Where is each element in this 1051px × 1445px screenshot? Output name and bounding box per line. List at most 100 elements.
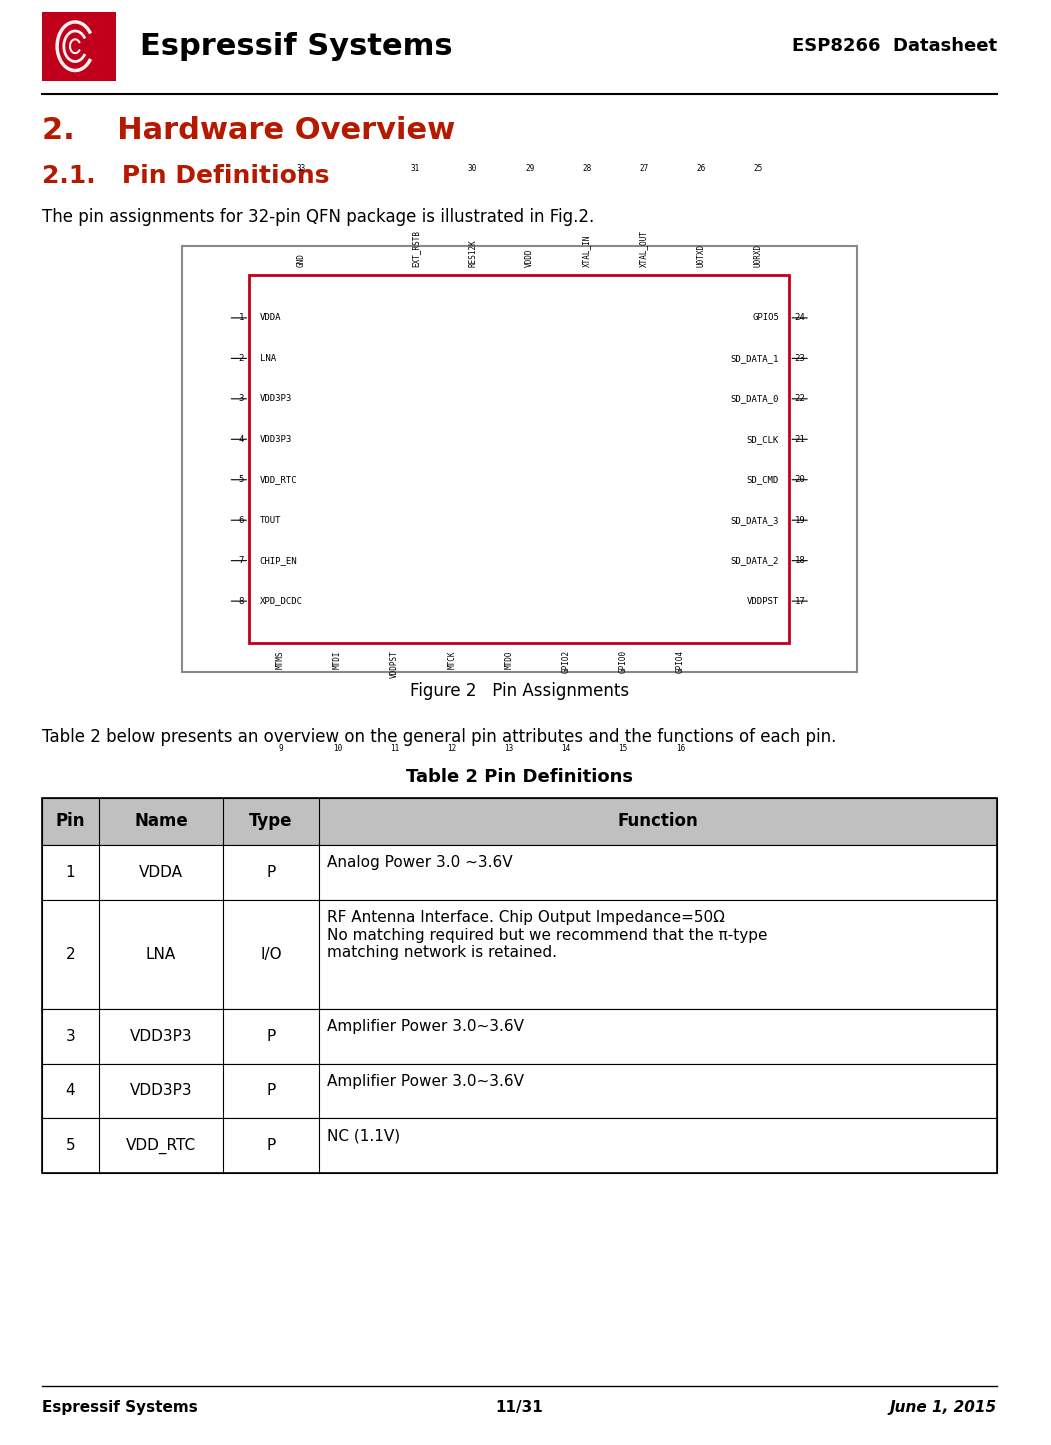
Text: VDDPST: VDDPST	[390, 650, 399, 678]
Text: 20: 20	[795, 475, 805, 484]
Text: Name: Name	[135, 812, 188, 831]
FancyBboxPatch shape	[42, 798, 997, 845]
Text: XTAL_OUT: XTAL_OUT	[639, 230, 648, 267]
Text: 7: 7	[239, 556, 244, 565]
Text: Figure 2   Pin Assignments: Figure 2 Pin Assignments	[410, 682, 628, 699]
Text: SD_DATA_3: SD_DATA_3	[730, 516, 779, 525]
Text: 4: 4	[65, 1084, 75, 1098]
Text: 1: 1	[65, 866, 75, 880]
Text: VDD3P3: VDD3P3	[129, 1084, 192, 1098]
FancyBboxPatch shape	[182, 246, 857, 672]
Text: GPIO0: GPIO0	[619, 650, 627, 673]
Text: GPIO5: GPIO5	[753, 314, 779, 322]
Text: 24: 24	[795, 314, 805, 322]
Text: 25: 25	[754, 165, 763, 173]
FancyBboxPatch shape	[249, 275, 789, 643]
Text: GPIO4: GPIO4	[676, 650, 685, 673]
Text: 15: 15	[619, 744, 627, 753]
Text: LNA: LNA	[260, 354, 275, 363]
Text: 26: 26	[697, 165, 705, 173]
Text: 13: 13	[504, 744, 514, 753]
Text: CHIP_EN: CHIP_EN	[260, 556, 297, 565]
Text: GPIO2: GPIO2	[561, 650, 571, 673]
Text: Amplifier Power 3.0~3.6V: Amplifier Power 3.0~3.6V	[327, 1074, 524, 1088]
Text: 16: 16	[676, 744, 685, 753]
Text: The pin assignments for 32-pin QFN package is illustrated in Fig.2.: The pin assignments for 32-pin QFN packa…	[42, 208, 594, 225]
Text: U0TXD: U0TXD	[697, 244, 705, 267]
Text: 29: 29	[526, 165, 534, 173]
FancyBboxPatch shape	[42, 1009, 997, 1064]
Text: NC (1.1V): NC (1.1V)	[327, 1129, 400, 1143]
Text: 8: 8	[239, 597, 244, 605]
Text: SD_DATA_2: SD_DATA_2	[730, 556, 779, 565]
Text: 31: 31	[411, 165, 420, 173]
Text: Espressif Systems: Espressif Systems	[140, 32, 453, 61]
Text: 1: 1	[239, 314, 244, 322]
Text: MTDO: MTDO	[504, 650, 513, 669]
Text: 2.    Hardware Overview: 2. Hardware Overview	[42, 116, 455, 144]
Text: P: P	[266, 1084, 275, 1098]
Text: 18: 18	[795, 556, 805, 565]
Text: 22: 22	[795, 394, 805, 403]
Text: 28: 28	[582, 165, 592, 173]
Text: ESP8266  Datasheet: ESP8266 Datasheet	[791, 38, 997, 55]
Text: TOUT: TOUT	[260, 516, 281, 525]
Text: Table 2 below presents an overview on the general pin attributes and the functio: Table 2 below presents an overview on th…	[42, 728, 836, 746]
Text: VDD_RTC: VDD_RTC	[126, 1137, 197, 1155]
Text: P: P	[266, 866, 275, 880]
Text: P: P	[266, 1139, 275, 1153]
Text: LNA: LNA	[146, 946, 177, 962]
FancyBboxPatch shape	[42, 12, 116, 81]
Text: U0RXD: U0RXD	[754, 244, 763, 267]
Text: 2: 2	[65, 946, 75, 962]
Text: MTMS: MTMS	[276, 650, 285, 669]
Text: Amplifier Power 3.0~3.6V: Amplifier Power 3.0~3.6V	[327, 1019, 524, 1033]
Text: 3: 3	[239, 394, 244, 403]
Text: 11: 11	[390, 744, 399, 753]
Text: 5: 5	[239, 475, 244, 484]
FancyBboxPatch shape	[42, 1064, 997, 1118]
Text: P: P	[266, 1029, 275, 1043]
Text: Pin: Pin	[56, 812, 85, 831]
FancyBboxPatch shape	[42, 900, 997, 1009]
Text: June 1, 2015: June 1, 2015	[890, 1400, 997, 1415]
Text: EXT_RSTB: EXT_RSTB	[411, 230, 420, 267]
Text: 33: 33	[296, 165, 306, 173]
Text: 9: 9	[279, 744, 283, 753]
Text: 2.1.   Pin Definitions: 2.1. Pin Definitions	[42, 165, 329, 188]
Text: MTCK: MTCK	[448, 650, 456, 669]
Text: 21: 21	[795, 435, 805, 444]
Text: I/O: I/O	[260, 946, 282, 962]
Text: 12: 12	[447, 744, 456, 753]
Text: 30: 30	[468, 165, 477, 173]
FancyBboxPatch shape	[42, 1118, 997, 1173]
Text: VDD3P3: VDD3P3	[129, 1029, 192, 1043]
Text: MTDI: MTDI	[333, 650, 342, 669]
Text: 10: 10	[333, 744, 343, 753]
Text: 5: 5	[65, 1139, 75, 1153]
Text: Espressif Systems: Espressif Systems	[42, 1400, 198, 1415]
Text: VDDD: VDDD	[526, 249, 534, 267]
Text: VDDPST: VDDPST	[746, 597, 779, 605]
Text: RF Antenna Interface. Chip Output Impedance=50Ω
No matching required but we reco: RF Antenna Interface. Chip Output Impeda…	[327, 910, 767, 959]
Text: RES12K: RES12K	[468, 240, 477, 267]
Text: 19: 19	[795, 516, 805, 525]
Text: 6: 6	[239, 516, 244, 525]
Text: Function: Function	[617, 812, 698, 831]
Text: 17: 17	[795, 597, 805, 605]
Text: 27: 27	[639, 165, 648, 173]
FancyBboxPatch shape	[42, 845, 997, 900]
Text: 23: 23	[795, 354, 805, 363]
Text: GND: GND	[296, 253, 306, 267]
Text: VDDA: VDDA	[139, 866, 183, 880]
Text: XPD_DCDC: XPD_DCDC	[260, 597, 303, 605]
Text: 2: 2	[239, 354, 244, 363]
Text: VDD3P3: VDD3P3	[260, 394, 292, 403]
Text: Type: Type	[249, 812, 292, 831]
Text: SD_DATA_1: SD_DATA_1	[730, 354, 779, 363]
Text: 11/31: 11/31	[495, 1400, 543, 1415]
Text: VDD_RTC: VDD_RTC	[260, 475, 297, 484]
Text: SD_CLK: SD_CLK	[746, 435, 779, 444]
Text: VDDA: VDDA	[260, 314, 281, 322]
Text: 4: 4	[239, 435, 244, 444]
